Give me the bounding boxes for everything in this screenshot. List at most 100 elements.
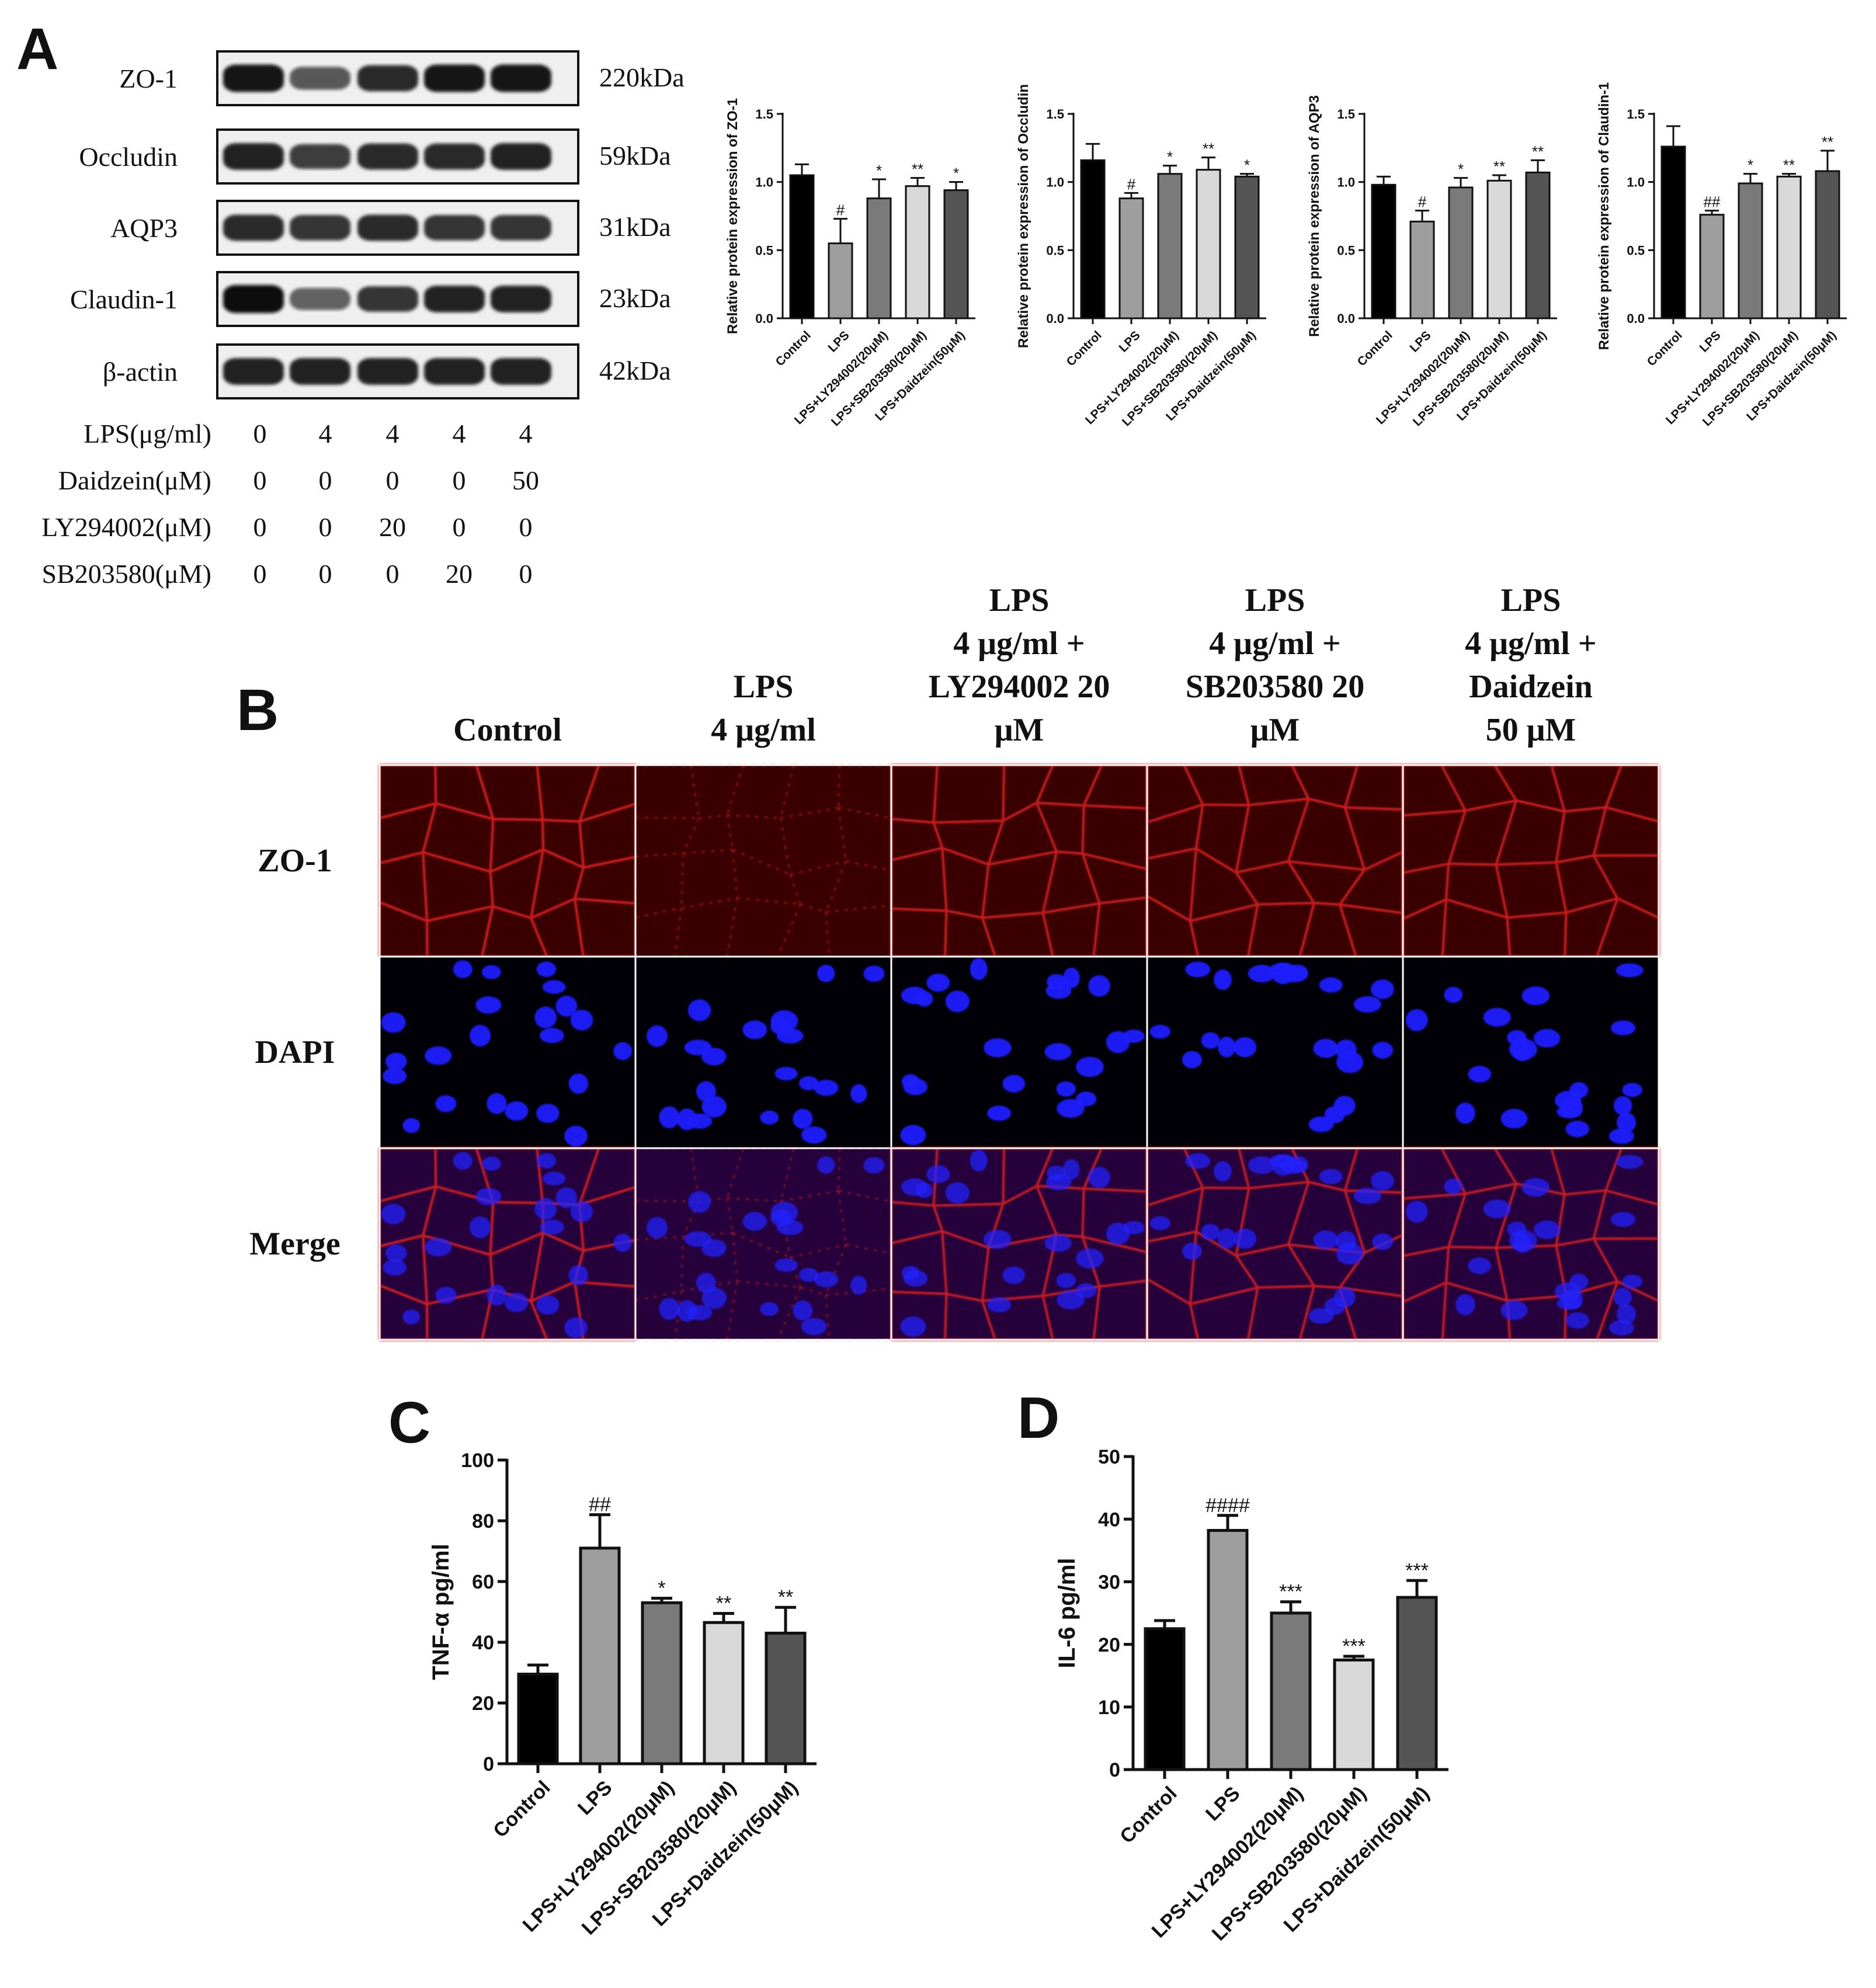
nucleus [984,1229,1012,1249]
nucleus [926,973,950,992]
nucleus [915,1183,933,1198]
bar [1333,1658,1375,1771]
bar [1144,1627,1186,1771]
nucleus [1185,1153,1211,1169]
column-header: LPS [989,582,1050,618]
bar [641,1601,683,1765]
nucleus [646,1217,668,1239]
treatment-label: Daidzein(μM) [58,465,211,495]
image-background [635,765,891,957]
blot-band [290,358,350,385]
nucleus [1217,1228,1236,1249]
nucleus [863,965,885,982]
fluorescence-image [634,955,892,1149]
nucleus [613,1233,633,1252]
bar [1196,169,1221,319]
treatment-value: 0 [253,512,267,542]
y-tick-label: 0.5 [1046,243,1064,258]
image-background [891,765,1147,957]
bar-chart: 0.0 0.5 1.0 1.5 Relative protein expression … [1596,82,1847,429]
nucleus [801,1126,827,1144]
x-tick-label: LPS [1697,328,1724,354]
y-tick-label: 40 [472,1632,494,1654]
image-background [1403,765,1659,957]
nucleus [774,1258,798,1272]
fluorescence-image [378,1146,637,1341]
nucleus [686,1305,713,1320]
treatment-value: 4 [519,419,533,449]
image-border [1402,1147,1660,1341]
nucleus [1076,1248,1104,1269]
bar [828,242,853,319]
nucleus [903,1270,928,1287]
bar [866,197,892,319]
nucleus [469,1216,491,1238]
x-tick-label: Control [1645,328,1685,369]
nucleus [1047,1165,1066,1181]
y-tick-label: 20 [1098,1634,1120,1656]
y-tick-label: 20 [472,1692,494,1715]
significance-label: *** [1405,1559,1429,1582]
nucleus [1613,1287,1632,1307]
nucleus [945,1182,970,1204]
nucleus [568,1265,589,1285]
y-tick-label: 0.5 [1337,243,1355,258]
y-tick-label: 1.0 [1046,175,1064,190]
nucleus [793,1108,813,1129]
bar [1396,1596,1438,1771]
significance-label: ** [1822,133,1833,151]
blot-label: ZO-1 [119,64,178,93]
blot-band [290,67,350,90]
nucleus [987,1297,1012,1313]
nucleus [564,1317,588,1339]
nucleus [536,961,557,977]
y-tick-label: 0 [483,1753,494,1775]
nucleus [1287,964,1308,981]
treatment-value: 0 [319,465,332,495]
nucleus [1372,1041,1394,1059]
blot-band [491,286,551,312]
nucleus [742,1020,767,1040]
nucleus [1616,963,1644,978]
nucleus [481,965,501,979]
nucleus [1455,1294,1475,1316]
image-background [380,1148,635,1340]
fluorescence-image [378,955,637,1149]
nucleus [1287,1156,1308,1173]
nucleus [760,1110,779,1125]
significance-label: #### [1205,1495,1250,1517]
treatment-value: 0 [253,419,267,449]
x-tick-label: Control [773,328,814,369]
nucleus [1370,979,1394,999]
treatment-value: 50 [512,465,539,495]
blot-kda: 23kDa [599,283,671,313]
blot-band [424,286,485,312]
significance-label: # [836,201,845,219]
nucleus [1370,1171,1394,1191]
blot-band [223,143,284,170]
bar-chart: 0.0 0.5 1.0 1.5 Relative protein expression … [725,98,975,429]
blot-kda: 31kDa [599,212,671,242]
x-tick-label: Control [1355,328,1395,369]
blot-band [424,215,485,241]
nucleus [1233,1037,1257,1058]
y-tick-label: 1.5 [1627,107,1645,121]
nucleus [1513,1233,1531,1253]
treatment-value: 4 [386,419,399,449]
nucleus [487,1284,507,1306]
nucleus [469,1024,491,1047]
nucleus [686,1113,713,1129]
y-tick-label: 30 [1098,1572,1120,1594]
blot-band [223,285,284,313]
nucleus [1483,1199,1511,1218]
nucleus [701,1287,727,1309]
nucleus [701,1047,727,1066]
nucleus [383,1068,407,1085]
nucleus [646,1025,668,1047]
nucleus [481,1156,501,1171]
significance-label: ## [589,1494,611,1516]
bar [789,174,815,319]
nucleus [1056,1081,1076,1097]
